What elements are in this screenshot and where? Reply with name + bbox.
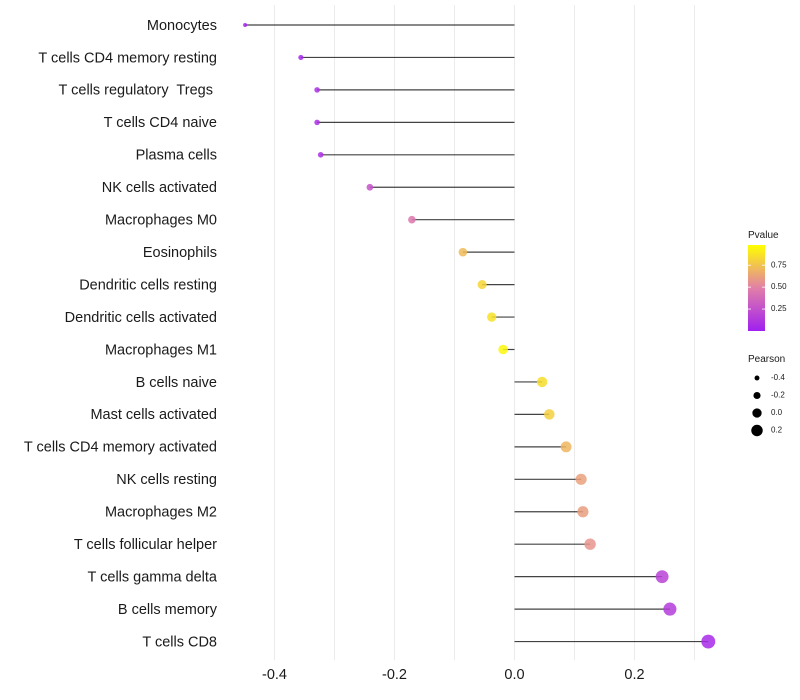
y-axis-label: Mast cells activated: [90, 407, 217, 423]
pvalue-legend: Pvalue 0.25 0.50 0.75: [748, 230, 787, 331]
lollipop-dot: [408, 215, 416, 224]
y-axis-label: T cells gamma delta: [88, 569, 218, 585]
lollipop-dot: [655, 570, 669, 584]
lollipop-dot: [575, 473, 587, 485]
y-axis-label: NK cells resting: [116, 472, 217, 488]
size-legend-dot: [751, 424, 763, 437]
lollipop-dot: [584, 538, 596, 550]
y-axis-label: Macrophages M1: [105, 342, 217, 358]
lollipop-dot: [477, 280, 487, 290]
y-axis-label: T cells CD4 memory activated: [24, 440, 217, 456]
y-axis-label: NK cells activated: [102, 180, 217, 196]
lollipop-dot: [458, 247, 468, 257]
lollipop-dot: [701, 634, 716, 649]
pvalue-legend-title: Pvalue: [748, 230, 779, 241]
y-axis-label: Plasma cells: [136, 148, 217, 164]
y-axis-label: Macrophages M0: [105, 213, 217, 229]
y-axis-label: Macrophages M2: [105, 505, 217, 521]
pearson-legend-title: Pearson: [748, 354, 785, 365]
y-axis-label: T cells CD4 naive: [104, 115, 217, 131]
x-axis-tick-label: -0.4: [262, 667, 287, 683]
x-axis-tick-label: 0.0: [504, 667, 524, 683]
lollipop-dots: [243, 22, 716, 649]
y-axis-label: T cells regulatory Tregs: [59, 83, 218, 99]
y-axis-label: T cells CD4 memory resting: [38, 50, 217, 66]
y-axis-label: Monocytes: [147, 18, 217, 34]
y-axis-label: Eosinophils: [143, 245, 217, 261]
size-legend-label: -0.2: [771, 391, 785, 400]
y-axis-labels: Monocytes T cells CD4 memory resting T cel…: [24, 18, 218, 651]
lollipop-dot: [314, 119, 320, 126]
colorbar-tick-label: 0.50: [771, 282, 787, 291]
lollipop-dot: [298, 54, 304, 61]
lollipop-stems: [245, 24, 709, 643]
lollipop-dot: [577, 506, 589, 518]
lollipop-dot: [498, 344, 508, 355]
pvalue-colorbar: [748, 245, 765, 331]
y-axis-label: Dendritic cells resting: [79, 277, 217, 293]
y-axis-label: Dendritic cells activated: [65, 310, 217, 326]
y-axis-label: B cells memory: [118, 602, 218, 618]
x-axis-tick-label: -0.2: [382, 667, 407, 683]
lollipop-dot: [243, 22, 248, 28]
size-legend-dot: [752, 408, 762, 418]
pearson-legend: Pearson -0.4 -0.2 0.0 0.2: [748, 354, 785, 437]
lollipop-dot: [544, 409, 555, 420]
y-axis-label: T cells follicular helper: [74, 537, 217, 553]
size-legend-label: -0.4: [771, 373, 785, 382]
y-axis-label: B cells naive: [136, 375, 217, 391]
size-legend-dot: [753, 391, 761, 400]
x-axis-labels: -0.4 -0.2 0.0 0.2: [262, 667, 645, 683]
lollipop-dot: [487, 312, 497, 322]
size-legend-dot: [754, 375, 760, 381]
size-legend-label: 0.2: [771, 426, 783, 435]
colorbar-tick-label: 0.75: [771, 260, 787, 269]
lollipop-dot: [317, 151, 324, 158]
grid-lines: [274, 5, 695, 660]
x-axis-tick-label: 0.2: [624, 667, 644, 683]
y-axis-label: T cells CD8: [142, 634, 217, 650]
colorbar-tick-label: 0.25: [771, 304, 787, 313]
lollipop-dot: [314, 87, 320, 93]
lollipop-dot: [560, 441, 572, 453]
lollipop-dot: [663, 602, 677, 616]
lollipop-dot: [536, 376, 548, 388]
lollipop-dot: [366, 183, 374, 191]
size-legend-label: 0.0: [771, 408, 783, 417]
